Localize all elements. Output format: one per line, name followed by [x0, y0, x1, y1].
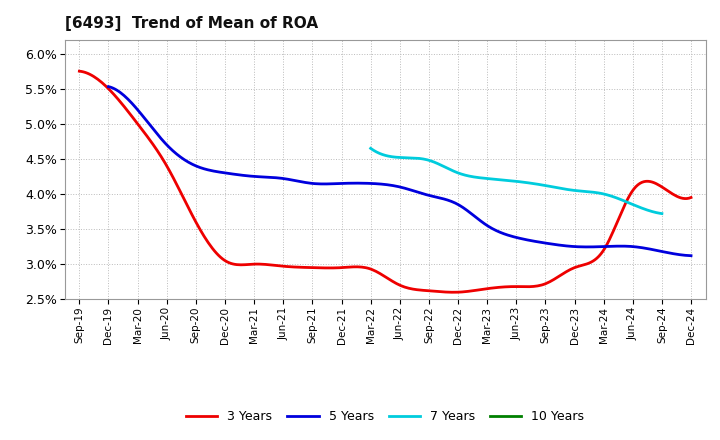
- Text: [6493]  Trend of Mean of ROA: [6493] Trend of Mean of ROA: [65, 16, 318, 32]
- Legend: 3 Years, 5 Years, 7 Years, 10 Years: 3 Years, 5 Years, 7 Years, 10 Years: [181, 405, 590, 428]
